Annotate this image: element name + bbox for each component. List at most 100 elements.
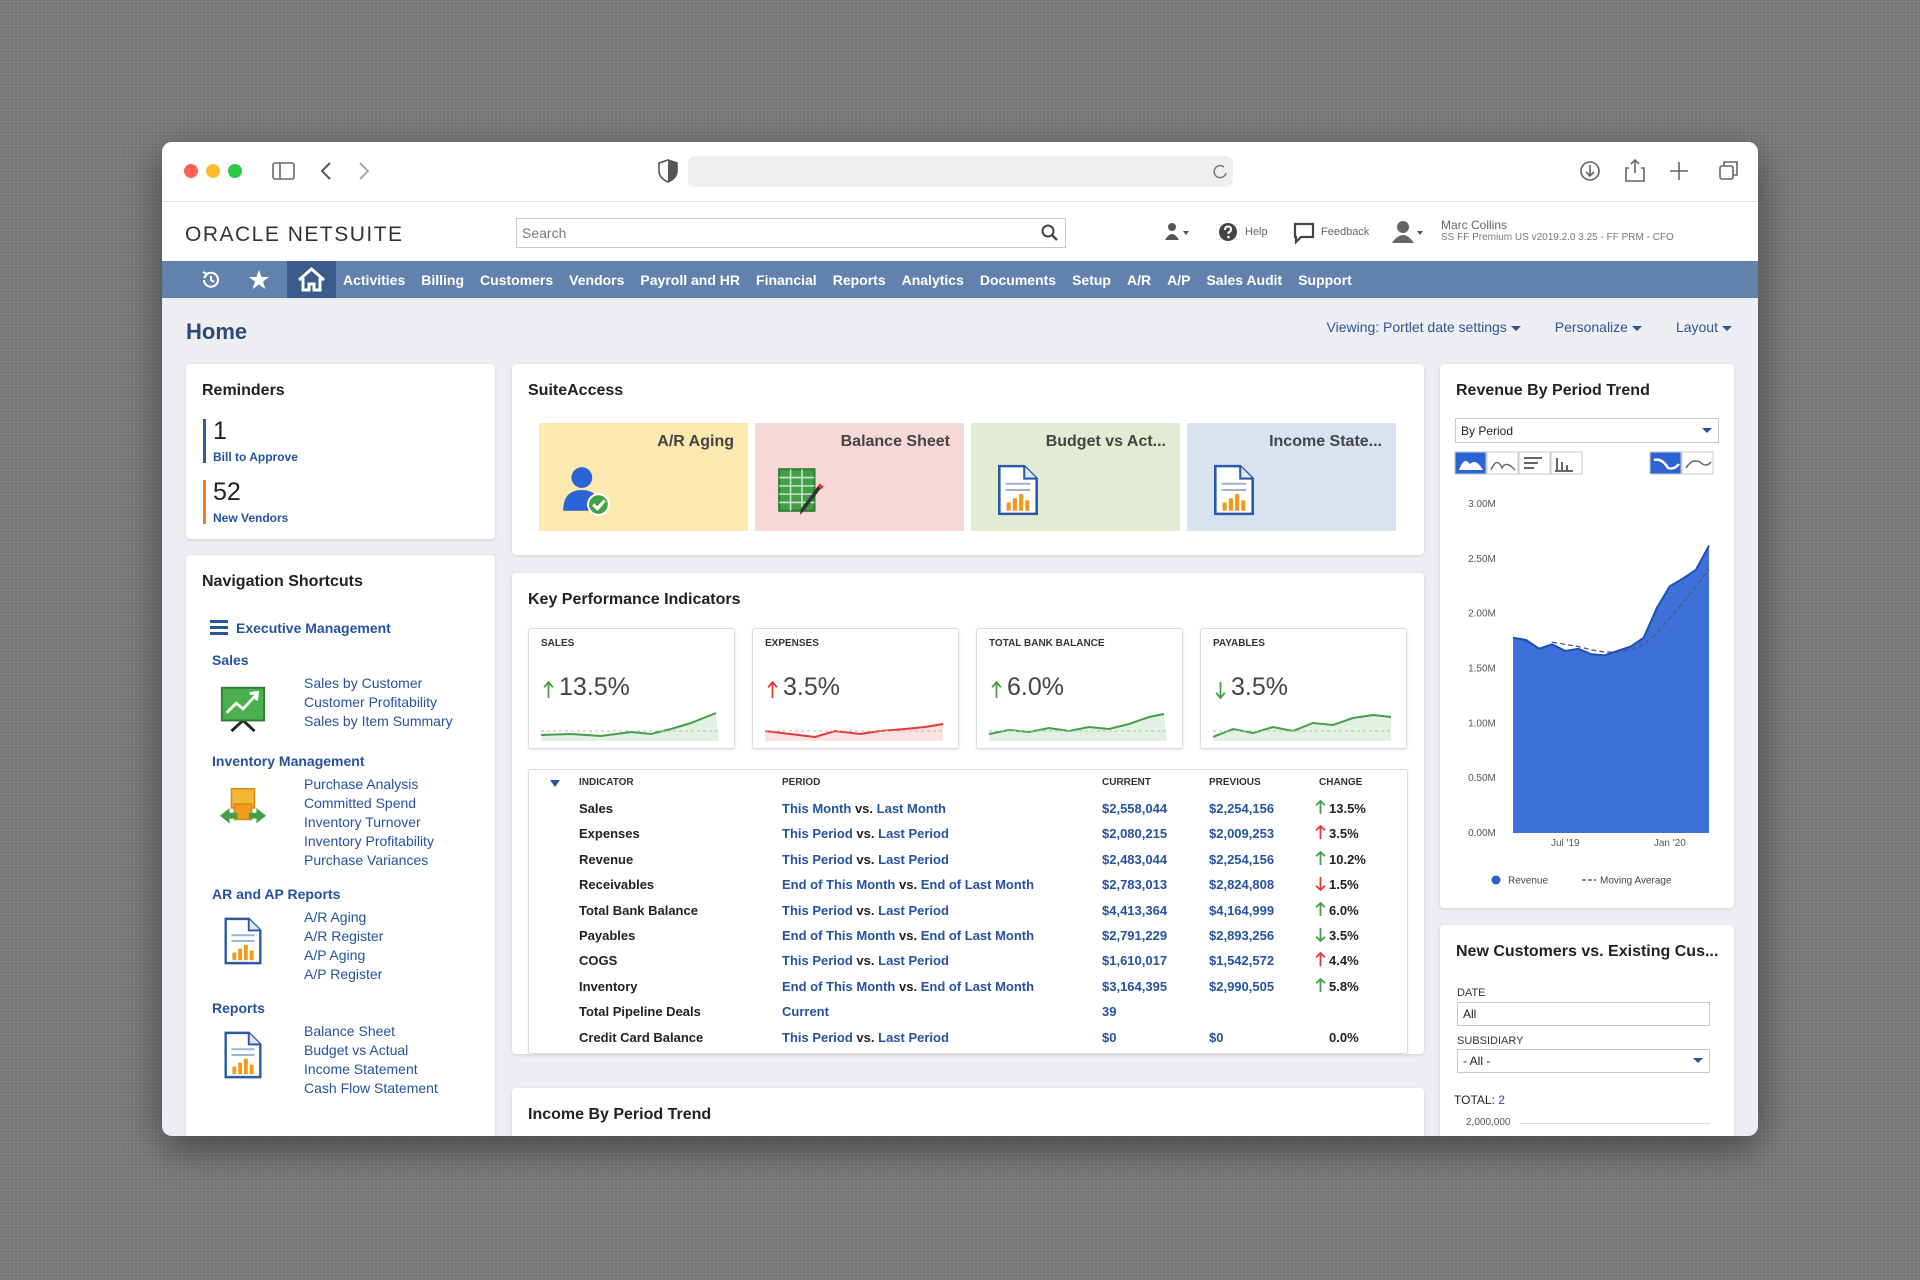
current-value[interactable]: $2,080,215 [1102,826,1168,842]
period-to[interactable]: End of Last Month [920,928,1035,943]
period-to[interactable]: Last Period [878,953,949,969]
shortcut-link[interactable]: A/R Aging [304,909,367,925]
shortcut-link[interactable]: Purchase Analysis [304,776,419,792]
previous-value[interactable]: $2,254,156 [1209,801,1275,816]
shortcut-link[interactable]: Balance Sheet [304,1023,396,1039]
shortcut-link[interactable]: Inventory Profitability [304,833,434,849]
current-value[interactable]: $2,783,013 [1102,877,1168,893]
share-button[interactable] [1625,158,1645,182]
feedback-icon[interactable] [1293,222,1315,244]
previous-value[interactable]: $2,990,505 [1209,978,1275,994]
shortcut-link[interactable]: Sales by Customer [304,675,423,691]
nav-item[interactable]: Support [1298,271,1352,288]
viewing-menu[interactable]: Viewing: Portlet date settings [1327,319,1521,335]
recent-icon[interactable] [1162,220,1192,244]
period-from[interactable]: Current [782,1004,829,1020]
kpi-card[interactable]: EXPENSES 3.5% [752,628,959,749]
previous-value[interactable]: $0 [1209,1029,1224,1045]
suiteaccess-tile[interactable]: Income State... [1187,423,1396,531]
period-to[interactable]: End of Last Month [920,877,1035,893]
minimize-button[interactable] [206,164,220,178]
close-button[interactable] [184,164,198,178]
reminder-label[interactable]: New Vendors [213,511,289,525]
period-to[interactable]: Last Month [876,801,946,816]
current-value[interactable]: $2,558,044 [1102,801,1168,816]
current-value[interactable]: $3,164,395 [1102,978,1168,994]
favorites-button[interactable] [248,269,270,291]
sidebar-button[interactable] [272,162,295,180]
previous-value[interactable]: $1,542,572 [1209,953,1275,969]
reminder-count[interactable]: 1 [213,417,227,445]
tabs-button[interactable] [1719,165,1734,180]
chart-view-button[interactable] [1454,451,1487,475]
nav-item[interactable]: Billing [421,271,465,288]
period-to[interactable]: Last Period [878,1029,949,1045]
suiteaccess-tile[interactable]: Budget vs Act... [971,423,1180,531]
shortcut-link[interactable]: Income Statement [304,1061,418,1077]
shortcut-link[interactable]: Customer Profitability [304,694,438,710]
nav-item[interactable]: Vendors [569,271,625,288]
back-button[interactable] [320,162,331,180]
suiteaccess-tile[interactable]: Balance Sheet [755,423,964,531]
search-box[interactable]: Search [516,218,1066,248]
reload-button[interactable] [1213,164,1227,179]
kpi-card[interactable]: SALES 13.5% [528,628,735,749]
nav-item[interactable]: Financial [756,271,817,288]
period-from[interactable]: End of This Month [782,928,896,943]
layout-menu[interactable]: Layout [1676,319,1732,335]
shortcut-group-name[interactable]: Inventory Management [212,753,365,769]
nav-item[interactable]: Customers [480,271,554,288]
current-value[interactable]: 39 [1102,1004,1117,1020]
personalize-menu[interactable]: Personalize [1555,319,1642,335]
shortcut-link[interactable]: Budget vs Actual [304,1042,409,1058]
url-bar[interactable] [688,156,1233,187]
period-from[interactable]: This Month [782,801,852,816]
shortcut-group-name[interactable]: AR and AP Reports [212,886,341,902]
current-value[interactable]: $1,610,017 [1102,953,1168,969]
period-from[interactable]: This Period [782,851,853,867]
shortcut-link[interactable]: Committed Spend [304,795,417,811]
period-to[interactable]: Last Period [878,826,949,842]
shortcut-group-name[interactable]: Sales [212,652,249,668]
downloads-button[interactable] [1580,161,1600,181]
user-icon[interactable] [1390,219,1426,245]
kpi-card[interactable]: TOTAL BANK BALANCE 6.0% [976,628,1183,749]
chart-view-button[interactable] [1681,451,1714,475]
nav-item[interactable]: Sales Audit [1206,271,1283,288]
suiteaccess-tile[interactable]: A/R Aging [539,423,748,531]
recent-records-button[interactable] [200,269,222,291]
new-tab-button[interactable] [1670,162,1688,180]
period-to[interactable]: Last Period [878,902,949,918]
previous-value[interactable]: $2,009,253 [1209,826,1275,842]
previous-value[interactable]: $2,254,156 [1209,851,1275,867]
shortcut-link[interactable]: Sales by Item Summary [304,713,453,729]
current-value[interactable]: $2,483,044 [1102,851,1168,867]
collapse-toggle[interactable] [549,779,561,789]
help-icon[interactable] [1218,222,1240,244]
nav-item[interactable]: Reports [832,271,886,288]
shortcut-link[interactable]: Cash Flow Statement [304,1080,438,1096]
kpi-card[interactable]: PAYABLES 3.5% [1200,628,1407,749]
period-from[interactable]: This Period [782,953,853,969]
nav-item[interactable]: A/R [1126,271,1152,288]
period-from[interactable]: End of This Month [782,877,896,893]
previous-value[interactable]: $2,893,256 [1209,928,1275,943]
nav-item[interactable]: Activities [343,271,406,288]
nav-item[interactable]: Documents [979,271,1057,288]
current-value[interactable]: $4,413,364 [1102,902,1168,918]
nav-item[interactable]: Setup [1072,271,1111,288]
period-from[interactable]: End of This Month [782,978,896,994]
home-button[interactable] [287,261,336,298]
nav-item[interactable]: Analytics [901,271,964,288]
previous-value[interactable]: $4,164,999 [1209,902,1275,918]
reminder-label[interactable]: Bill to Approve [213,450,298,464]
period-select[interactable]: By Period [1455,418,1719,443]
chart-view-button[interactable] [1649,451,1682,475]
previous-value[interactable]: $2,824,808 [1209,877,1275,893]
date-field[interactable]: All [1457,1002,1710,1026]
shortcut-link[interactable]: A/R Register [304,928,384,944]
feedback-link[interactable]: Feedback [1321,226,1370,238]
current-value[interactable]: $2,791,229 [1102,928,1168,943]
shortcut-group-name[interactable]: Reports [212,1000,265,1016]
nav-item[interactable]: A/P [1167,271,1191,288]
